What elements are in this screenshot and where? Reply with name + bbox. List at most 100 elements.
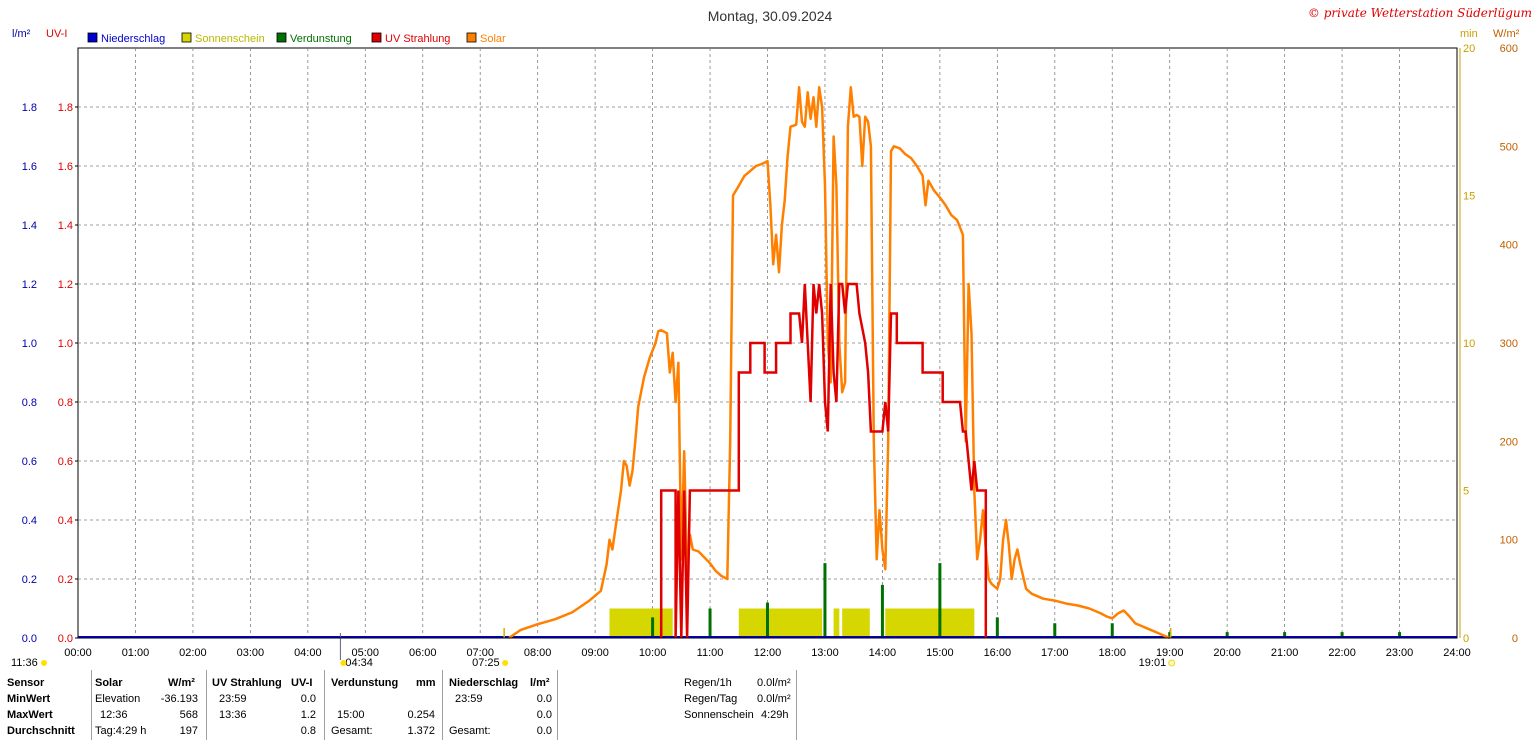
header-solar-unit: W/m² <box>168 677 195 689</box>
left-tick-label-2: 0.6 <box>58 456 73 468</box>
max-uv-c2: 1.2 <box>300 709 316 721</box>
legend-label: Sonnenschein <box>195 33 265 45</box>
legend: Niederschlag Sonnenschein Verdunstung UV St… <box>87 32 506 45</box>
x-tick-label: 15:00 <box>926 647 954 659</box>
sunshine-bars <box>609 608 975 638</box>
sunset-time: 19:01 <box>1139 657 1167 668</box>
left-tick-label-1: 1.0 <box>22 338 37 350</box>
x-tick-label: 08:00 <box>524 647 552 659</box>
avg-nied-c2: 0.0 <box>536 725 552 737</box>
sunrise-icon <box>502 660 509 666</box>
right-wm2-tick-label: 100 <box>1500 535 1518 547</box>
right-min-tick-label: 5 <box>1463 486 1469 498</box>
max-solar-c2: 568 <box>179 709 198 721</box>
x-tick-label: 02:00 <box>179 647 207 659</box>
series-lines <box>78 86 1457 640</box>
avg-solar-c1: Tag:4:29 h <box>95 725 147 737</box>
x-tick-label: 14:00 <box>869 647 897 659</box>
extra-value-sunshine: 4:29h <box>761 709 789 721</box>
legend-swatch <box>181 32 192 43</box>
left-tick-label-2: 1.6 <box>58 161 73 173</box>
right-wm2-tick-label: 600 <box>1500 43 1518 55</box>
legend-label: UV Strahlung <box>385 33 450 45</box>
axes: 0.0 0.0 0.2 0.2 0.4 0.4 0.6 0.6 0.8 0.8 1.0 1.0 1.2 1… <box>22 43 1518 659</box>
sunset-icon <box>1168 659 1176 667</box>
right-wm2-tick-label: 400 <box>1500 240 1518 252</box>
right-min-tick-label: 0 <box>1463 633 1469 645</box>
left-tick-label-1: 0.6 <box>22 456 37 468</box>
left-tick-label-1: 0.2 <box>22 574 37 586</box>
header-verdunstung-unit: mm <box>416 677 436 689</box>
sunshine-bar <box>842 608 870 638</box>
moonset-time: 04:34 <box>345 657 373 668</box>
sunrise-time: 07:25 <box>472 657 500 668</box>
left-unit-2: UV-I <box>46 28 67 40</box>
header-uv: UV Strahlung <box>212 677 282 689</box>
avg-verd-c1: Gesamt: <box>331 725 373 737</box>
legend-label: Niederschlag <box>101 33 165 45</box>
left-tick-label-2: 1.2 <box>58 279 73 291</box>
right-wm2-tick-label: 200 <box>1500 436 1518 448</box>
avg-nied-c1: Gesamt: <box>449 725 491 737</box>
moonrise-icon <box>41 660 47 666</box>
left-tick-label-1: 0.8 <box>22 397 37 409</box>
row-label-avg: Durchschnitt <box>7 725 75 737</box>
left-tick-label-2: 0.0 <box>58 633 73 645</box>
left-tick-label-2: 1.4 <box>58 220 73 232</box>
x-tick-label: 09:00 <box>581 647 609 659</box>
left-tick-label-1: 1.8 <box>22 102 37 114</box>
chart-title: Montag, 30.09.2024 <box>708 8 833 24</box>
uv-line <box>659 282 988 639</box>
x-tick-label: 23:00 <box>1386 647 1414 659</box>
legend-label: Verdunstung <box>290 33 352 45</box>
sunshine-bar <box>609 608 673 638</box>
left-tick-label-1: 1.4 <box>22 220 37 232</box>
max-verd-c2: 0.254 <box>407 709 435 721</box>
extra-label-raintag: Regen/Tag <box>684 693 738 705</box>
left-tick-label-1: 1.2 <box>22 279 37 291</box>
left-tick-label-2: 1.0 <box>58 338 73 350</box>
weather-chart: Montag, 30.09.2024 © private Wetterstati… <box>11 6 1532 668</box>
x-tick-label: 18:00 <box>1098 647 1126 659</box>
max-verd-c1: 15:00 <box>337 709 365 721</box>
row-label-min: MinWert <box>7 693 51 705</box>
min-solar-c2: -36.193 <box>160 693 198 705</box>
left-tick-label-2: 0.4 <box>58 515 73 527</box>
sun-moon-markers: 07:25 19:01 04:34 11:36 <box>11 628 1457 668</box>
x-tick-label: 10:00 <box>639 647 667 659</box>
legend-swatch <box>466 32 477 43</box>
moonrise-time: 11:36 <box>11 657 38 668</box>
right-min-tick-label: 15 <box>1463 191 1475 203</box>
legend-swatch <box>276 32 287 43</box>
left-tick-label-2: 0.2 <box>58 574 73 586</box>
sunshine-bar <box>738 608 823 638</box>
avg-uv-c2: 0.8 <box>300 725 316 737</box>
x-tick-label: 07:00 <box>466 647 494 659</box>
left-tick-label-1: 0.0 <box>22 633 37 645</box>
x-tick-label: 00:00 <box>64 647 92 659</box>
x-tick-label: 20:00 <box>1213 647 1241 659</box>
header-niederschlag-unit: l/m² <box>530 677 550 689</box>
grid <box>78 48 1457 638</box>
min-uv-c2: 0.0 <box>300 693 316 705</box>
left-tick-label-1: 0.4 <box>22 515 37 527</box>
header-solar: Solar <box>95 677 123 689</box>
copyright-text: © private Wetterstation Süderlügum <box>1308 6 1532 20</box>
row-label-max: MaxWert <box>7 709 53 721</box>
max-solar-c1: 12:36 <box>100 709 128 721</box>
right-min-tick-label: 20 <box>1463 43 1475 55</box>
header-sensor: Sensor <box>7 677 45 689</box>
extra-value-rain1h: 0.0l/m² <box>757 677 791 689</box>
header-uv-unit: UV-I <box>291 677 313 689</box>
min-nied-c2: 0.0 <box>536 693 552 705</box>
header-niederschlag: Niederschlag <box>449 677 519 689</box>
right-wm2-tick-label: 0 <box>1512 633 1518 645</box>
solar-line <box>508 86 1171 640</box>
x-tick-label: 24:00 <box>1443 647 1471 659</box>
x-tick-label: 16:00 <box>984 647 1012 659</box>
extra-label-sunshine: Sonnenschein <box>684 709 754 721</box>
x-tick-label: 22:00 <box>1328 647 1356 659</box>
x-tick-label: 11:00 <box>697 647 724 659</box>
x-tick-label: 17:00 <box>1041 647 1069 659</box>
sunshine-bar <box>885 608 975 638</box>
